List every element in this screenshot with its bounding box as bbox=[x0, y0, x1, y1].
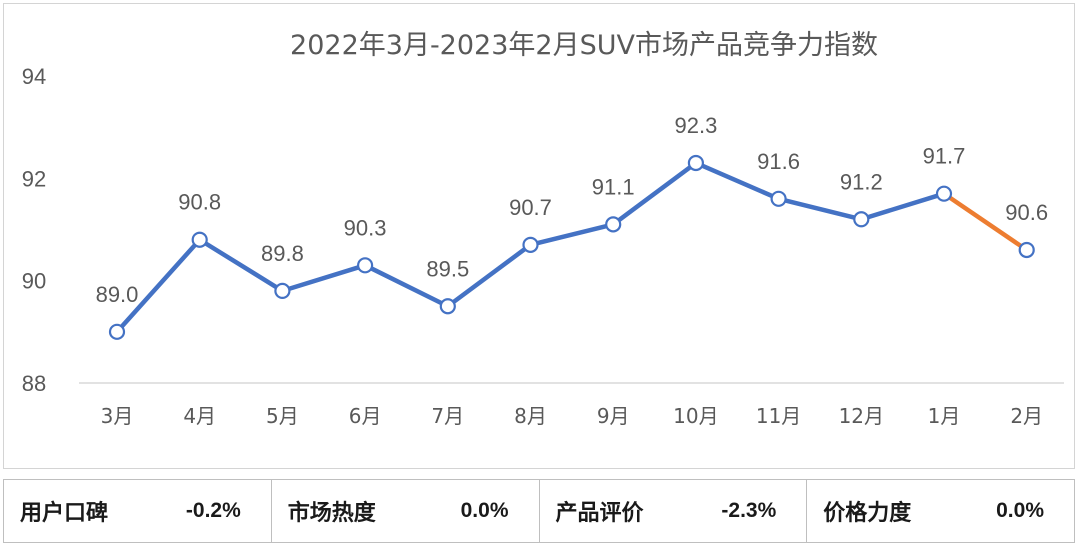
data-point bbox=[191, 231, 208, 248]
x-tick-label: 2月 bbox=[1010, 404, 1043, 428]
x-tick-label: 11月 bbox=[756, 404, 801, 428]
metric-label: 价格力度 bbox=[823, 501, 912, 526]
x-tick-label: 4月 bbox=[183, 404, 216, 428]
data-point bbox=[522, 236, 539, 253]
metric-label: 产品评价 bbox=[555, 501, 644, 526]
data-point bbox=[935, 185, 953, 202]
x-tick-label: 6月 bbox=[349, 404, 382, 428]
data-label: 90.8 bbox=[178, 190, 221, 215]
data-point bbox=[274, 282, 291, 299]
metric-cell-product-review: 产品评价 -2.3% bbox=[540, 480, 808, 542]
y-tick-label: 88 bbox=[22, 371, 46, 396]
data-label: 89.5 bbox=[426, 256, 469, 281]
metric-label: 市场热度 bbox=[287, 501, 376, 526]
data-label: 89.0 bbox=[96, 282, 139, 307]
x-tick-label: 9月 bbox=[597, 404, 630, 428]
metric-value: -0.2% bbox=[185, 499, 241, 522]
x-tick-label: 12月 bbox=[839, 404, 884, 428]
x-tick-label: 5月 bbox=[266, 404, 299, 428]
x-tick-label: 3月 bbox=[101, 404, 134, 428]
x-tick-label: 10月 bbox=[673, 404, 718, 428]
data-label: 90.7 bbox=[509, 195, 552, 220]
metric-label: 用户口碑 bbox=[20, 501, 109, 526]
x-tick-label: 1月 bbox=[928, 404, 961, 428]
data-label: 90.3 bbox=[344, 215, 387, 240]
metrics-table: 用户口碑 -0.2% 市场热度 0.0% 产品评价 -2.3% 价格力度 0.0… bbox=[3, 479, 1075, 543]
y-tick-label: 92 bbox=[22, 166, 46, 191]
data-point bbox=[770, 190, 787, 207]
metric-value: -2.3% bbox=[721, 499, 777, 522]
y-tick-label: 90 bbox=[22, 269, 46, 294]
data-label: 90.6 bbox=[1005, 200, 1048, 225]
metric-cell-price-strength: 价格力度 0.0% bbox=[807, 480, 1074, 542]
metric-value: 0.0% bbox=[460, 499, 509, 522]
data-label: 91.7 bbox=[923, 144, 966, 169]
metric-cell-reputation: 用户口碑 -0.2% bbox=[4, 480, 272, 542]
metric-value: 0.0% bbox=[996, 499, 1044, 522]
data-point bbox=[605, 216, 622, 233]
chart-title: 2022年3月-2023年2月SUV市场产品竞争力指数 bbox=[290, 30, 878, 61]
data-point bbox=[439, 298, 456, 315]
data-point bbox=[1018, 241, 1035, 259]
x-tick-label: 8月 bbox=[514, 404, 547, 428]
x-tick-label: 7月 bbox=[431, 404, 464, 428]
chart-frame: 2022年3月-2023年2月SUV市场产品竞争力指数 88 90 92 94 3月 4… bbox=[3, 3, 1075, 469]
data-label: 91.1 bbox=[592, 174, 635, 199]
line-chart: 2022年3月-2023年2月SUV市场产品竞争力指数 88 90 92 94 3月 4… bbox=[22, 30, 1064, 428]
data-label: 91.2 bbox=[840, 169, 883, 194]
series-line-last-segment bbox=[941, 191, 1029, 253]
data-point bbox=[357, 257, 374, 274]
data-point bbox=[108, 323, 126, 340]
data-label: 91.6 bbox=[757, 149, 800, 174]
data-label: 89.8 bbox=[261, 241, 304, 266]
y-tick-label: 94 bbox=[22, 64, 46, 89]
data-point bbox=[687, 154, 705, 172]
metric-cell-market-heat: 市场热度 0.0% bbox=[272, 480, 540, 542]
data-point bbox=[853, 211, 870, 228]
data-label: 92.3 bbox=[674, 113, 717, 138]
